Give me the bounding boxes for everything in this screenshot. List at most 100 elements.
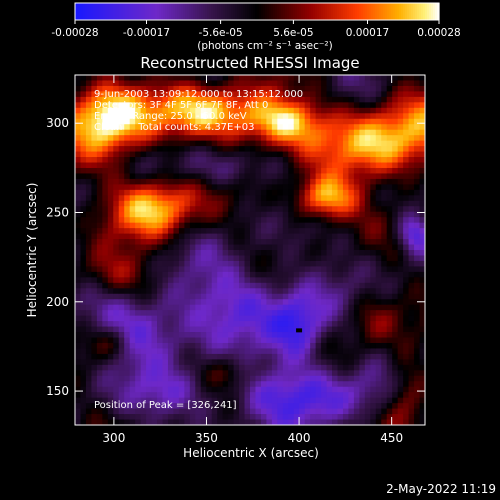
heatmap-cell xyxy=(195,244,202,251)
heatmap-cell xyxy=(200,403,207,409)
heatmap-cell xyxy=(200,96,207,103)
heatmap-cell xyxy=(397,206,404,213)
heatmap-cell xyxy=(414,277,420,284)
heatmap-cell xyxy=(211,321,218,327)
heatmap-cell xyxy=(118,107,125,114)
heatmap-cell xyxy=(167,80,174,87)
heatmap-cell xyxy=(200,370,207,377)
heatmap-cell xyxy=(184,342,191,349)
heatmap-cell xyxy=(239,408,245,415)
heatmap-cell xyxy=(315,146,322,152)
heatmap-cell xyxy=(392,419,399,426)
heatmap-cell xyxy=(277,299,284,306)
colorbar-cell xyxy=(275,3,278,20)
heatmap-cell xyxy=(167,282,174,289)
heatmap-cell xyxy=(392,200,399,207)
heatmap-cell xyxy=(419,321,426,327)
heatmap-cell xyxy=(342,392,349,399)
heatmap-cell xyxy=(135,282,142,289)
heatmap-cell xyxy=(277,96,284,103)
heatmap-cell xyxy=(321,282,327,289)
heatmap-cell xyxy=(151,195,158,202)
heatmap-cell xyxy=(184,288,191,295)
heatmap-cell xyxy=(151,414,158,420)
heatmap-cell xyxy=(129,408,136,415)
heatmap-cell xyxy=(310,195,317,202)
heatmap-cell xyxy=(348,124,355,131)
heatmap-cell xyxy=(189,151,196,158)
heatmap-cell xyxy=(348,167,355,174)
heatmap-cell xyxy=(167,337,174,344)
heatmap-cell xyxy=(364,266,371,273)
heatmap-cell xyxy=(255,353,262,360)
heatmap-cell xyxy=(397,85,404,92)
heatmap-cell xyxy=(414,244,420,251)
heatmap-cell xyxy=(244,129,251,136)
heatmap-cell xyxy=(342,348,349,355)
heatmap-cell xyxy=(124,414,131,420)
heatmap-cell xyxy=(91,260,98,267)
heatmap-cell xyxy=(184,75,191,81)
heatmap-cell xyxy=(419,113,426,120)
heatmap-cell xyxy=(337,173,344,180)
heatmap-cell xyxy=(195,260,202,267)
heatmap-cell xyxy=(293,250,300,256)
heatmap-cell xyxy=(140,315,147,322)
heatmap-cell xyxy=(403,184,409,191)
heatmap-cell xyxy=(124,75,131,81)
heatmap-cell xyxy=(222,146,229,152)
heatmap-cell xyxy=(386,359,393,366)
heatmap-cell xyxy=(239,178,245,185)
heatmap-cell xyxy=(364,135,371,142)
colorbar-cell xyxy=(253,3,256,20)
heatmap-cell xyxy=(370,326,377,333)
heatmap-cell xyxy=(189,178,196,185)
heatmap-cell xyxy=(414,228,420,234)
heatmap-cell xyxy=(195,140,202,147)
heatmap-cell xyxy=(151,277,158,284)
heatmap-cell xyxy=(381,403,388,409)
heatmap-cell xyxy=(206,250,213,256)
heatmap-cell xyxy=(222,113,229,120)
heatmap-cell xyxy=(75,244,81,251)
heatmap-cell xyxy=(326,321,333,327)
heatmap-cell xyxy=(321,113,327,120)
heatmap-cell xyxy=(173,326,180,333)
heatmap-cell xyxy=(304,85,311,92)
heatmap-cell xyxy=(140,206,147,213)
heatmap-cell xyxy=(96,107,103,114)
heatmap-cell xyxy=(178,397,185,404)
heatmap-cell xyxy=(332,151,338,158)
heatmap-cell xyxy=(414,107,420,114)
heatmap-cell xyxy=(414,233,420,240)
heatmap-cell xyxy=(337,244,344,251)
heatmap-cell xyxy=(299,375,306,382)
heatmap-cell xyxy=(375,250,382,256)
heatmap-cell xyxy=(337,135,344,142)
heatmap-cell xyxy=(310,403,317,409)
heatmap-cell xyxy=(91,113,98,120)
heatmap-cell xyxy=(85,157,92,163)
heatmap-cell xyxy=(392,359,399,366)
heatmap-cell xyxy=(250,364,256,371)
heatmap-cell xyxy=(107,173,114,180)
heatmap-cell xyxy=(375,255,382,262)
heatmap-cell xyxy=(118,304,125,311)
heatmap-cell xyxy=(178,326,185,333)
heatmap-cell xyxy=(414,271,420,278)
heatmap-cell xyxy=(80,222,87,229)
heatmap-cell xyxy=(299,217,306,224)
heatmap-cell xyxy=(326,217,333,224)
heatmap-cell xyxy=(80,321,87,327)
heatmap-cell xyxy=(200,239,207,245)
heatmap-cell xyxy=(151,75,158,81)
heatmap-cell xyxy=(96,91,103,98)
heatmap-cell xyxy=(321,332,327,338)
heatmap-cell xyxy=(304,359,311,366)
heatmap-cell xyxy=(135,288,142,295)
heatmap-cell xyxy=(228,124,234,131)
heatmap-cell xyxy=(386,288,393,295)
heatmap-cell xyxy=(173,260,180,267)
heatmap-cell xyxy=(96,288,103,295)
